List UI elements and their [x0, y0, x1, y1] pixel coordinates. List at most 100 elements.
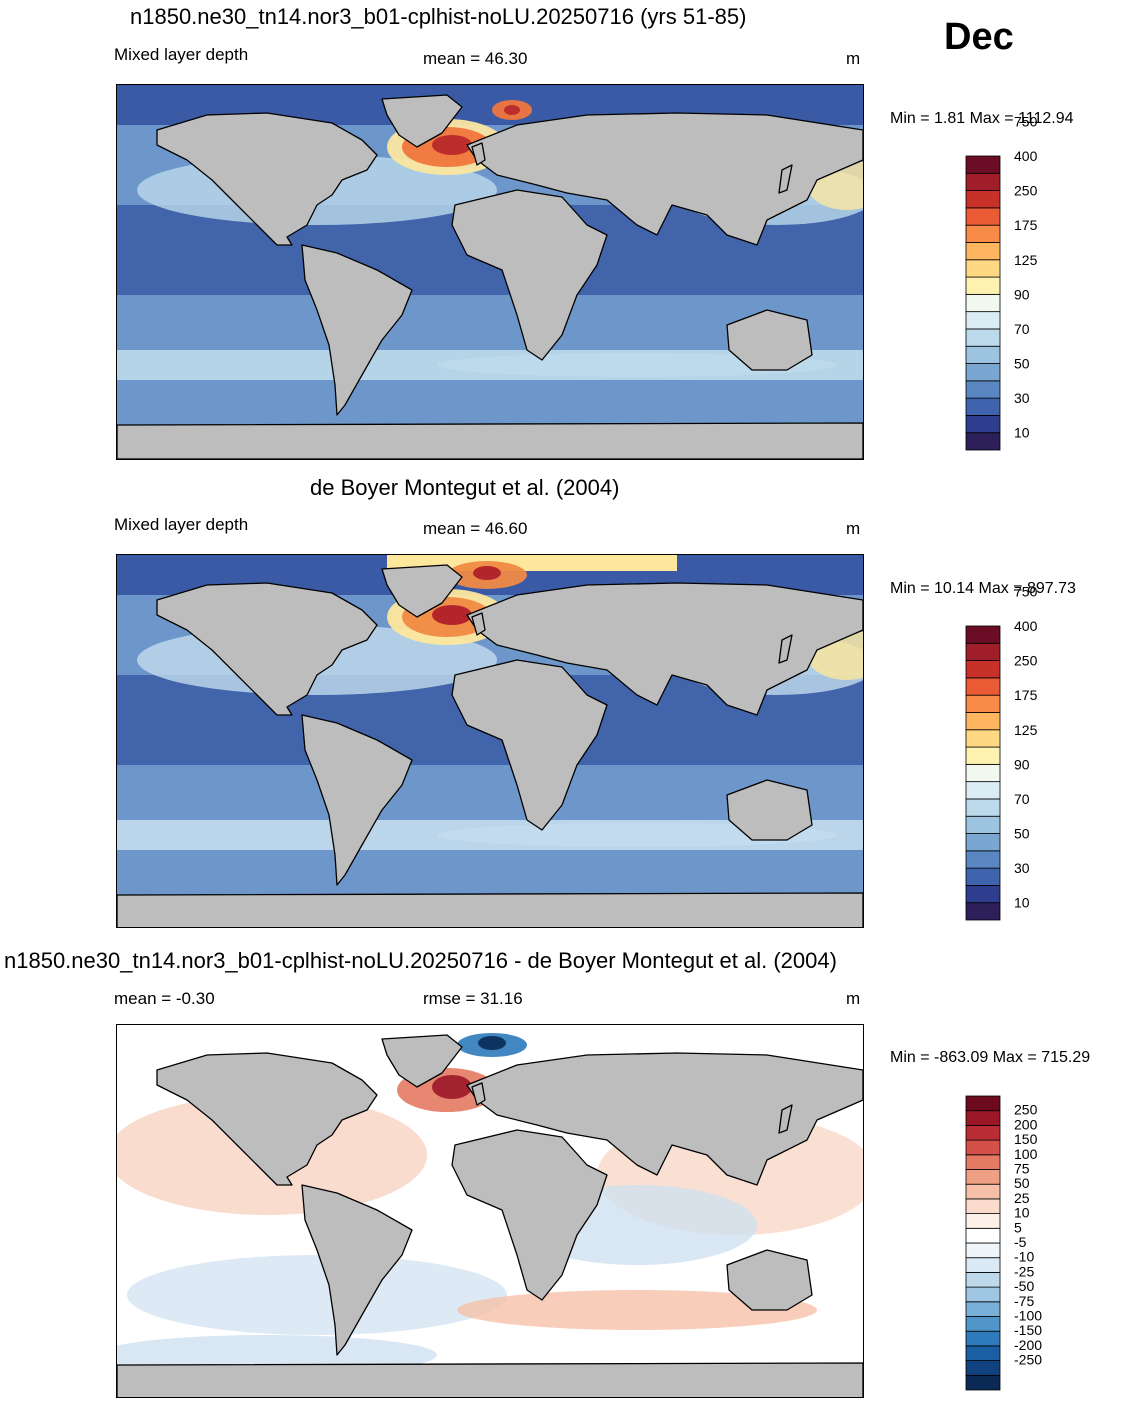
panel1-mean-label: mean = 46.30	[423, 49, 528, 68]
colorbar-label: 100	[1014, 1146, 1038, 1162]
colorbar-swatch	[965, 746, 1001, 765]
colorbar-label: -250	[1014, 1352, 1042, 1368]
land-mass	[471, 612, 486, 636]
colorbar-label: 75	[1014, 1161, 1030, 1177]
colorbar-label: 175	[1014, 217, 1038, 233]
colorbar-label: 125	[1014, 722, 1038, 738]
colorbar-swatch	[965, 694, 1001, 713]
colorbar-swatch	[965, 833, 1001, 852]
colorbar-swatch	[965, 224, 1001, 243]
colorbar-swatch	[965, 207, 1001, 226]
colorbar-swatch	[965, 1316, 1001, 1332]
colorbar-label: 200	[1014, 1116, 1038, 1132]
land-mass	[471, 142, 486, 166]
colorbar-label: -150	[1014, 1322, 1042, 1338]
colorbar-swatch	[965, 1139, 1001, 1156]
colorbar-label: 400	[1014, 618, 1038, 634]
land-mass	[301, 714, 413, 886]
colorbar-swatch	[965, 712, 1001, 731]
colorbar-swatch	[965, 1271, 1001, 1288]
colorbar-swatch	[965, 677, 1001, 696]
land-mass	[117, 1362, 863, 1397]
colorbar-swatch	[965, 1124, 1001, 1141]
colorbar-label: 10	[1014, 1205, 1030, 1221]
colorbar-swatch	[965, 380, 1001, 399]
colorbar-swatch	[965, 1198, 1001, 1215]
colorbar-label: 50	[1014, 826, 1030, 842]
colorbar-label: 150	[1014, 1131, 1038, 1147]
colorbar-label: -200	[1014, 1337, 1042, 1353]
colorbar-swatch	[965, 763, 1001, 783]
month-label: Dec	[944, 16, 1014, 58]
land-mass	[301, 244, 413, 416]
colorbar-swatch	[965, 1286, 1001, 1303]
panel1-colorbar: 10 30 50 70 90 125 175 250 400 750	[965, 113, 1056, 451]
panel3-units-label: m	[846, 989, 861, 1008]
colorbar-swatch	[965, 259, 1001, 278]
panel2-map-graphic	[117, 555, 863, 927]
colorbar-swatch	[965, 190, 1001, 209]
panel3-colorbar: 250 200 150 100 75 50 25 10 5 -5 -10 -25 -50 -75 -100-…	[965, 1095, 1056, 1391]
colorbar-label: 10	[1014, 425, 1030, 441]
colorbar-swatch	[965, 625, 1001, 644]
colorbar-swatch	[965, 1227, 1001, 1244]
colorbar-swatch	[965, 902, 1001, 921]
colorbar-swatch	[965, 642, 1001, 661]
colorbar-label: -25	[1014, 1263, 1034, 1279]
land-mass	[381, 1034, 463, 1088]
panel2-mean-label: mean = 46.60	[423, 519, 528, 538]
land-mass	[156, 582, 378, 716]
colorbar-swatch	[965, 432, 1001, 451]
colorbar-swatch	[965, 885, 1001, 904]
colorbar-swatch	[965, 660, 1001, 679]
colorbar-swatch	[965, 1301, 1001, 1317]
colorbar-label: 750	[1014, 583, 1038, 599]
colorbar-label: 30	[1014, 390, 1030, 406]
colorbar-swatch	[965, 815, 1001, 834]
colorbar-label: 5	[1014, 1219, 1022, 1235]
colorbar-swatch	[965, 155, 1001, 174]
panel2-colorbar: 10 30 50 70 90 125 175 250 400 750	[965, 583, 1056, 921]
colorbar-label: 90	[1014, 286, 1030, 302]
colorbar-label: 250	[1014, 183, 1038, 199]
panel2-units-label: m	[846, 519, 861, 538]
colorbar-swatch	[965, 729, 1001, 748]
colorbar-label: 250	[1014, 653, 1038, 669]
land-mass	[381, 564, 463, 618]
panel2-variable-label: Mixed layer depth	[114, 515, 249, 534]
colorbar-swatch	[965, 850, 1001, 869]
land-mass	[117, 422, 863, 459]
colorbar-label: 50	[1014, 1175, 1030, 1191]
colorbar-swatch	[965, 276, 1001, 295]
land-mass	[778, 634, 793, 664]
panel2-minmax: Min = 10.14 Max = 897.73	[890, 580, 1076, 597]
land-mass	[381, 94, 463, 148]
colorbar-swatch	[965, 1257, 1001, 1273]
colorbar-label: -50	[1014, 1278, 1034, 1294]
colorbar-label: 70	[1014, 791, 1030, 807]
colorbar-label: 750	[1014, 113, 1038, 129]
colorbar-swatch	[965, 1154, 1001, 1170]
colorbar-swatch	[965, 1374, 1001, 1391]
colorbar-swatch	[965, 1110, 1001, 1126]
panel2-title: de Boyer Montegut et al. (2004)	[310, 475, 620, 500]
colorbar-label: 70	[1014, 321, 1030, 337]
colorbar-swatch	[965, 363, 1001, 382]
colorbar-swatch	[965, 1095, 1001, 1112]
land-mass	[726, 779, 813, 841]
colorbar-label: 125	[1014, 252, 1038, 268]
land-mass	[451, 189, 608, 361]
panel3-minmax: Min = -863.09 Max = 715.29	[890, 1049, 1091, 1066]
colorbar-swatch	[965, 781, 1001, 800]
panel3-map-graphic	[117, 1025, 863, 1397]
land-mass	[466, 112, 863, 246]
panel1-map-graphic	[117, 85, 863, 459]
land-mass	[117, 892, 863, 927]
colorbar-swatch	[965, 1213, 1001, 1229]
panel1-minmax: Min = 1.81 Max = 1112.94	[890, 110, 1074, 127]
panel3-map	[116, 1024, 864, 1398]
panel3-rmse-label: rmse = 31.16	[423, 989, 523, 1008]
land-mass	[451, 1129, 608, 1301]
colorbar-label: 250	[1014, 1102, 1038, 1118]
colorbar-label: 50	[1014, 356, 1030, 372]
